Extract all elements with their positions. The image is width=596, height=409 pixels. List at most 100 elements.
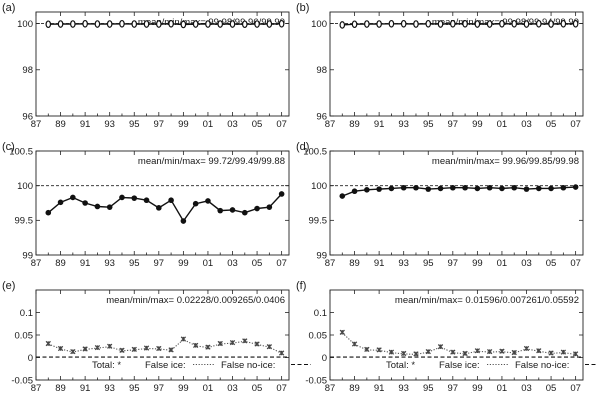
- x-tick-label: 89: [349, 119, 360, 130]
- y-tick-label: 100.5: [303, 146, 327, 157]
- x-tick-label: 03: [227, 383, 238, 394]
- total-marker: [560, 349, 567, 355]
- data-point: [376, 20, 382, 28]
- x-tick-label: 97: [448, 258, 459, 269]
- x-tick-label: 87: [31, 383, 42, 394]
- x-tick-label: 99: [472, 119, 483, 130]
- data-point: [217, 20, 224, 28]
- data-point: [180, 218, 187, 224]
- x-tick-label: 97: [154, 119, 165, 130]
- x-tick-label: 89: [349, 258, 360, 269]
- x-tick-label: 07: [570, 383, 581, 394]
- plot-frame: [35, 150, 290, 256]
- data-point: [131, 20, 138, 28]
- y-tick-label: 99.5: [15, 216, 34, 227]
- data-point: [241, 209, 248, 216]
- x-tick-label: 01: [203, 383, 214, 394]
- data-point: [229, 207, 236, 213]
- total-marker: [107, 343, 113, 349]
- plot-frame: [35, 11, 290, 117]
- data-point: [57, 199, 64, 206]
- data-point: [499, 185, 505, 192]
- x-tick-label: 03: [521, 119, 532, 130]
- y-tick-label: 98: [316, 65, 327, 76]
- data-point: [229, 20, 236, 28]
- x-tick-label: 93: [104, 383, 115, 394]
- data-point: [143, 20, 150, 28]
- data-point: [474, 185, 481, 192]
- data-point: [486, 20, 493, 28]
- x-tick-label: 05: [546, 383, 557, 394]
- plot-frame: [329, 11, 584, 117]
- data-point: [462, 184, 468, 191]
- x-tick-label: 05: [546, 258, 557, 269]
- data-point: [376, 186, 382, 192]
- x-tick-label: 01: [497, 119, 508, 130]
- x-tick-label: 87: [325, 258, 336, 269]
- data-point: [425, 186, 432, 192]
- data-point: [70, 20, 76, 28]
- x-tick-label: 87: [31, 258, 42, 269]
- x-tick-label: 07: [570, 119, 581, 130]
- y-tick-label: 0.05: [309, 330, 328, 341]
- x-tick-label: 87: [325, 119, 336, 130]
- x-tick-label: 91: [80, 383, 91, 394]
- data-point: [106, 204, 113, 210]
- y-tick-label: 0.1: [20, 308, 33, 319]
- data-point: [548, 20, 554, 28]
- x-tick-label: 91: [374, 119, 385, 130]
- data-point: [437, 20, 444, 28]
- data-point: [266, 20, 273, 28]
- panel-a: (a) mean/min/max= 99.98/99.96/99.99 96 98 10…: [2, 2, 290, 130]
- x-tick-label: 99: [472, 383, 483, 394]
- x-tick-label: 07: [276, 383, 287, 394]
- x-tick-label: 93: [398, 383, 409, 394]
- data-point: [57, 20, 64, 28]
- total-marker: [57, 345, 64, 352]
- total-marker: [364, 346, 370, 353]
- data-point: [254, 20, 260, 28]
- x-tick-label: 89: [55, 258, 66, 269]
- y-tick-label: 0: [322, 353, 327, 364]
- y-tick-label: 0.05: [15, 330, 34, 341]
- x-tick-label: 95: [423, 258, 434, 269]
- x-tick-label: 05: [252, 258, 263, 269]
- total-marker: [143, 345, 150, 351]
- total-marker: [217, 340, 223, 347]
- data-point: [168, 19, 174, 28]
- panel-label: (f): [296, 280, 306, 292]
- data-point: [572, 19, 579, 28]
- data-point: [192, 200, 199, 207]
- total-marker: [413, 351, 419, 357]
- x-tick-label: 93: [398, 119, 409, 130]
- panel-e: (e) mean/min/max= 0.02228/0.009265/0.0406…: [2, 280, 311, 394]
- x-tick-label: 03: [521, 383, 532, 394]
- x-tick-label: 89: [349, 383, 360, 394]
- x-tick-label: 01: [203, 119, 214, 130]
- x-tick-label: 05: [546, 119, 557, 130]
- y-tick-label: -0.05: [11, 375, 33, 386]
- data-point: [217, 207, 224, 214]
- x-tick-label: 89: [55, 383, 66, 394]
- y-tick-label: 100: [311, 181, 327, 192]
- x-tick-label: 05: [252, 119, 263, 130]
- y-tick-label: 0: [28, 353, 33, 364]
- data-point: [156, 205, 162, 211]
- x-tick-label: 99: [472, 258, 483, 269]
- x-tick-label: 01: [497, 383, 508, 394]
- data-point: [82, 200, 88, 206]
- data-point: [119, 194, 125, 201]
- x-tick-label: 87: [31, 119, 42, 130]
- data-point: [351, 20, 358, 29]
- data-point: [241, 20, 248, 29]
- x-tick-label: 97: [448, 383, 459, 394]
- data-point: [94, 203, 101, 210]
- panel-f: (f) mean/min/max= 0.01596/0.007261/0.0559…: [296, 280, 596, 394]
- data-point: [560, 19, 567, 28]
- stats-annotation: mean/min/max= 99.96/99.85/99.98: [432, 156, 579, 167]
- y-tick-label: 100: [17, 19, 33, 30]
- y-tick-label: 99: [316, 250, 327, 261]
- data-point: [205, 20, 211, 28]
- legend: Total: * False ice: False no-ice:: [386, 360, 596, 371]
